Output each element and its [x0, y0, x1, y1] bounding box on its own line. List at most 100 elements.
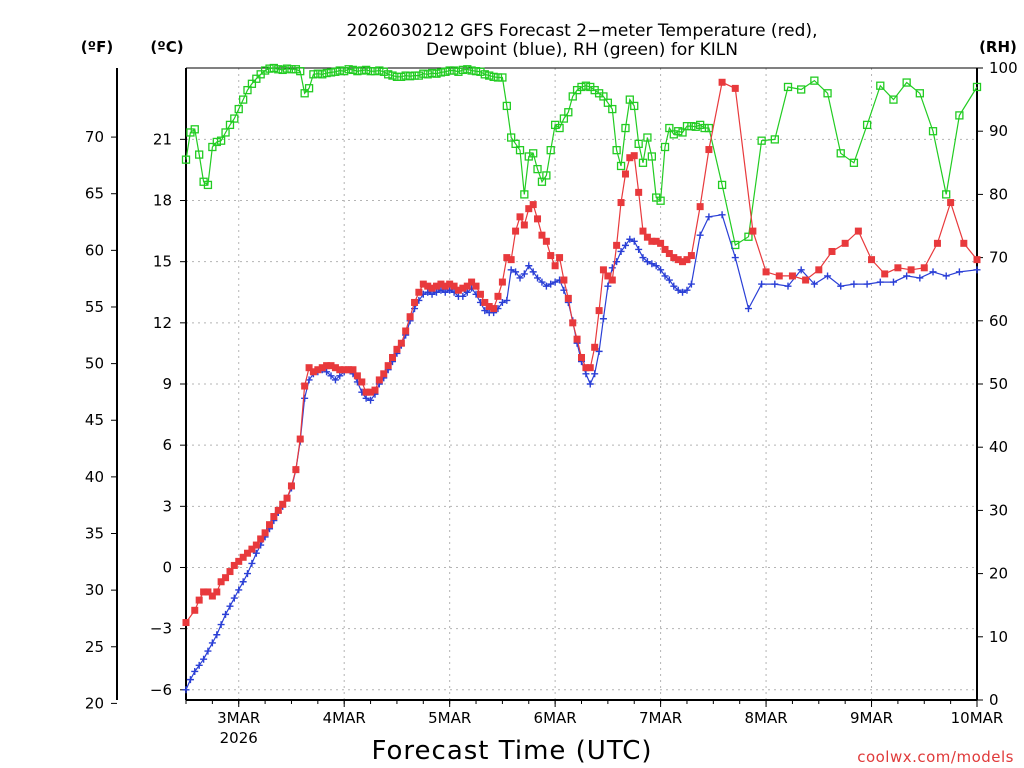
temperature-point [907, 266, 915, 274]
dewpoint-point [608, 264, 616, 272]
temperature-point [406, 313, 414, 321]
dewpoint-point [441, 288, 449, 296]
celsius-unit-label: (ºC) [150, 38, 183, 56]
temperature-point [397, 339, 405, 347]
rh-point [691, 122, 700, 131]
dewpoint-point [679, 288, 687, 296]
temperature-point [599, 266, 607, 274]
rh-point [638, 158, 648, 167]
rh-point [537, 177, 547, 186]
celsius-tick-label: 3 [162, 497, 172, 515]
celsius-tick-label: 12 [153, 314, 172, 332]
dewpoint-point [547, 280, 555, 288]
temperature-point [296, 435, 304, 443]
dewpoint-point [362, 394, 370, 402]
temperature-point [235, 557, 243, 565]
dewpoint-point [810, 280, 818, 288]
temperature-point [573, 335, 581, 343]
dewpoint-point [687, 280, 695, 288]
rh-point [757, 136, 766, 145]
rh-point [432, 69, 441, 78]
temperature-point [380, 370, 388, 378]
temperature-point [749, 227, 757, 235]
rh-point [296, 67, 305, 76]
rh-point [427, 68, 437, 78]
temperature-point [362, 388, 370, 396]
dewpoint-point [889, 278, 897, 286]
dewpoint-point [863, 280, 871, 288]
temperature-point [670, 254, 678, 262]
rh-point [234, 104, 243, 114]
temperature-point [222, 574, 230, 582]
rh-point [915, 89, 924, 98]
temperature-point [520, 221, 528, 229]
dewpoint-point [929, 268, 937, 276]
rh-point [221, 128, 230, 137]
temperature-point [358, 378, 366, 386]
dewpoint-point [191, 667, 199, 675]
rh-point [419, 69, 428, 78]
dewpoint-point [507, 266, 515, 274]
dewpoint-point [538, 278, 546, 286]
dewpoint-point [331, 376, 339, 384]
rh-point [300, 89, 309, 98]
temperature-point [340, 366, 348, 374]
temperature-point [195, 596, 203, 604]
dewpoint-point [432, 288, 440, 296]
dewpoint-point [226, 602, 234, 610]
temperature-point [665, 250, 673, 258]
rh-point [656, 196, 665, 205]
temperature-point [920, 264, 928, 272]
rh-tick-label: 0 [989, 691, 999, 709]
dewpoint-point [428, 290, 436, 298]
temperature-point [547, 252, 555, 260]
rh-point [239, 95, 248, 104]
temperature-point [389, 353, 397, 361]
temperature-point [239, 553, 247, 561]
rh-point [704, 123, 714, 133]
celsius-tick-label: 15 [153, 253, 172, 271]
temperature-point [287, 482, 295, 490]
temperature-point [446, 280, 454, 288]
dewpoint-point [731, 254, 739, 262]
dewpoint-series [182, 211, 981, 694]
date-tick-label: 9MAR [850, 709, 893, 727]
dewpoint-point [551, 278, 559, 286]
dewpoint-point [459, 292, 467, 300]
dewpoint-point [525, 262, 533, 270]
series [181, 63, 982, 694]
dewpoint-point [222, 610, 230, 618]
rh-point [423, 70, 432, 79]
temperature-point [564, 294, 572, 302]
rh-point [665, 123, 674, 133]
temperature-point [661, 245, 669, 253]
dewpoint-point [876, 278, 884, 286]
rh-point [876, 81, 885, 90]
rh-tick-label: 60 [989, 312, 1008, 330]
temperature-point [626, 154, 634, 162]
rh-point [463, 65, 472, 74]
temperature-point [393, 345, 401, 353]
dewpoint-point [305, 376, 313, 384]
dewpoint-point [437, 286, 445, 294]
temperature-point [512, 227, 520, 235]
rh-point [476, 67, 485, 76]
temperature-point [371, 386, 379, 394]
temperature-point [683, 256, 691, 264]
rh-unit-label: (RH) [979, 38, 1017, 56]
rh-point [643, 133, 652, 142]
rh-point [608, 104, 617, 114]
credit-text: coolwx.com/models [857, 748, 1014, 766]
rh-point [529, 149, 538, 158]
temperature-point [318, 364, 326, 372]
dewpoint-point [239, 578, 247, 586]
rh-point [564, 108, 573, 117]
temperature-point [432, 282, 440, 290]
rh-point [485, 71, 494, 80]
dewpoint-point [520, 270, 528, 278]
dewpoint-point [512, 268, 520, 276]
temperature-point [868, 256, 876, 264]
rh-point [972, 82, 982, 92]
rh-point [682, 121, 692, 131]
temperature-point [960, 239, 968, 247]
